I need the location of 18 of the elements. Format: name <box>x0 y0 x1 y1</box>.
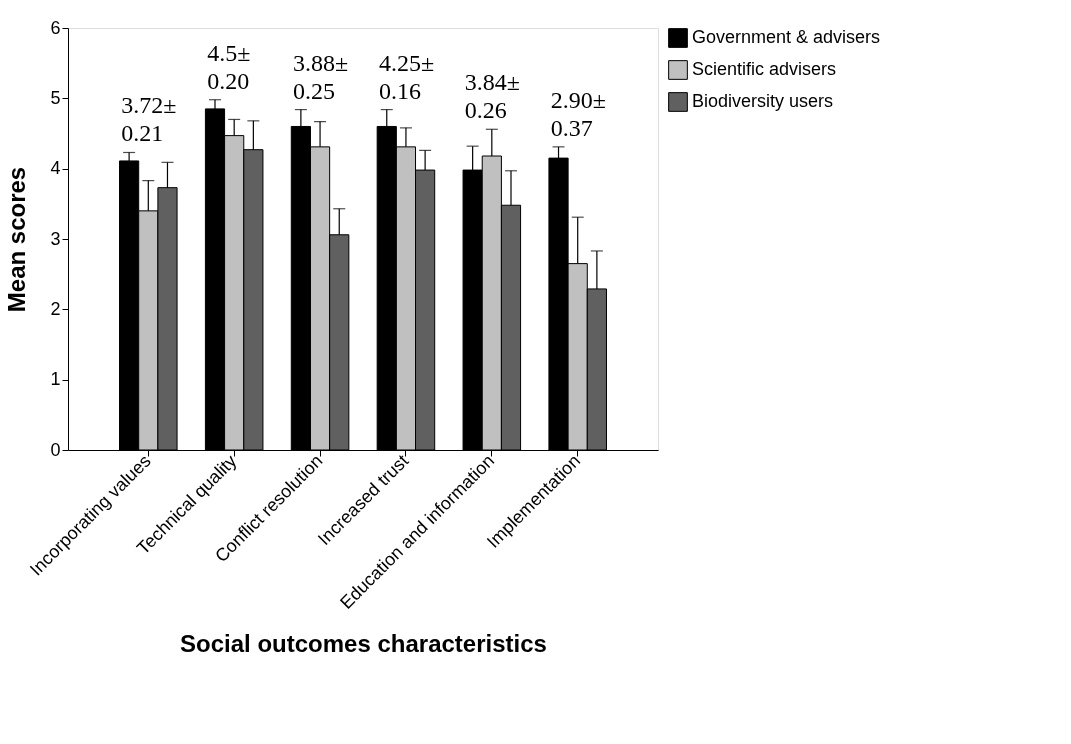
text: 3.84± 0.26 <box>464 69 520 124</box>
text: 2.90± 0.37 <box>550 86 606 141</box>
x-axis-title: Social outcomes characteristics <box>180 629 547 657</box>
y-tick-label: 1 <box>50 369 61 390</box>
legend-label: Government & advisers <box>692 27 881 47</box>
y-tick-label: 3 <box>50 228 61 249</box>
text: 3.88± 0.25 <box>293 49 349 104</box>
y-tick-label: 4 <box>50 158 61 179</box>
y-tick-label: 0 <box>50 439 61 460</box>
y-axis-title: Mean scores <box>3 166 31 313</box>
text: 4.25± 0.16 <box>378 49 435 104</box>
text: 3.72± 0.21 <box>121 92 177 147</box>
y-tick-label: 5 <box>50 87 61 108</box>
y-tick-label: 2 <box>50 298 61 319</box>
legend-label: Scientific advisers <box>692 59 837 79</box>
legend-label: Biodiversity users <box>692 91 834 111</box>
text: 4.5± 0.20 <box>207 39 251 94</box>
y-tick-label: 6 <box>50 17 61 38</box>
